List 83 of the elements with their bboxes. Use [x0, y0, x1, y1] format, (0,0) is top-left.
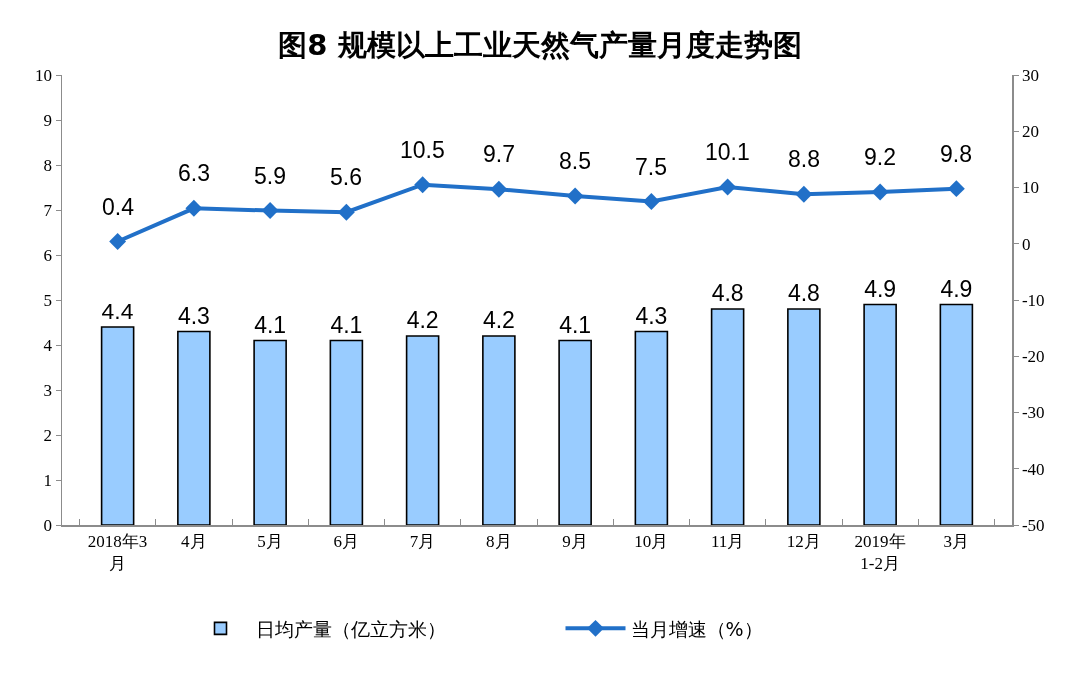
data-label: 0.4 [102, 194, 135, 220]
data-label: 4.1 [330, 311, 363, 338]
bar [558, 339, 592, 525]
data-label: 4.2 [482, 307, 515, 333]
point [490, 180, 508, 198]
x-tick-label: 8月 [486, 531, 512, 551]
data-label: 9.7 [483, 141, 515, 167]
point [566, 187, 584, 205]
data-label: 5.9 [254, 163, 286, 189]
y-tick-label: 9 [43, 110, 53, 130]
point [414, 176, 432, 194]
data-label: 5.6 [330, 164, 362, 190]
y-tick-label: 0 [43, 515, 53, 535]
x-tick-label: 4月 [181, 531, 207, 551]
data-label: 10.1 [705, 139, 750, 165]
point [795, 185, 813, 203]
y-tick-label: 2 [43, 425, 53, 445]
y-tick-label: 1 [43, 470, 53, 490]
point [337, 203, 355, 221]
x-tick-label: 2018年3月 [87, 531, 148, 573]
bar [710, 308, 745, 525]
y-tick-label: 5 [43, 290, 53, 310]
bar [253, 339, 287, 525]
point [719, 178, 737, 196]
point [871, 183, 889, 201]
y2-tick-label: -30 [1021, 403, 1045, 423]
data-label: 4.1 [559, 311, 592, 338]
point [109, 233, 127, 250]
point [947, 180, 965, 198]
y-tick-label: 10 [35, 65, 53, 85]
data-label: 4.9 [864, 275, 897, 302]
y-tick-label: 8 [43, 155, 53, 175]
x-tick-label: 5月 [257, 531, 283, 551]
y2-tick-label: -40 [1021, 459, 1045, 479]
x-tick-label: 3月 [943, 531, 970, 551]
x-tick-label: 2019年1-2月 [854, 531, 906, 573]
bar [863, 303, 897, 525]
y2-tick-label: 10 [1021, 178, 1039, 198]
y-tick-label: 6 [43, 245, 53, 265]
y-tick-label: 7 [43, 200, 53, 220]
data-label: 4.1 [254, 311, 287, 338]
data-label: 9.8 [940, 141, 972, 167]
y2-tick-label: -50 [1021, 515, 1045, 535]
chart-title: 图8 规模以上工业天然气产量月度走势图 [278, 28, 802, 63]
data-label: 4.8 [711, 280, 744, 306]
y-tick-label: 3 [43, 380, 53, 400]
data-label: 4.4 [101, 298, 134, 325]
legend-label: 日均产量（亿立方米） [255, 617, 446, 640]
point [185, 199, 203, 217]
x-tick-label: 9月 [562, 531, 588, 551]
data-label: 4.8 [787, 280, 820, 306]
data-label: 4.3 [635, 302, 668, 329]
data-label: 4.9 [940, 275, 973, 302]
y2-tick-label: 30 [1021, 65, 1039, 85]
data-label: 7.5 [635, 154, 667, 180]
bar [787, 308, 821, 525]
y-tick-label: 4 [43, 335, 53, 355]
point [642, 193, 660, 211]
bar [100, 326, 135, 525]
data-label: 8.8 [788, 146, 820, 172]
data-label: 4.3 [177, 302, 210, 329]
bar [329, 339, 364, 525]
data-label: 8.5 [559, 148, 591, 174]
data-label: 4.2 [406, 307, 439, 333]
data-label: 6.3 [178, 160, 210, 186]
y2-tick-label: 20 [1021, 122, 1039, 142]
point [261, 202, 279, 220]
legend-label: 当月增速（%） [630, 617, 763, 640]
bar [939, 303, 974, 525]
bar [634, 330, 669, 525]
bar [482, 335, 516, 525]
data-label: 10.5 [400, 137, 445, 163]
x-tick-label: 7月 [409, 531, 436, 551]
x-tick-label: 12月 [786, 531, 821, 551]
y2-tick-label: -10 [1021, 290, 1045, 310]
y2-tick-label: -20 [1021, 347, 1045, 367]
x-tick-label: 6月 [333, 531, 360, 551]
data-label: 9.2 [864, 144, 896, 170]
bar [405, 335, 440, 525]
x-tick-label: 10月 [634, 531, 669, 551]
bar [177, 330, 211, 525]
x-tick-label: 11月 [710, 531, 745, 551]
y2-tick-label: 0 [1021, 234, 1031, 254]
